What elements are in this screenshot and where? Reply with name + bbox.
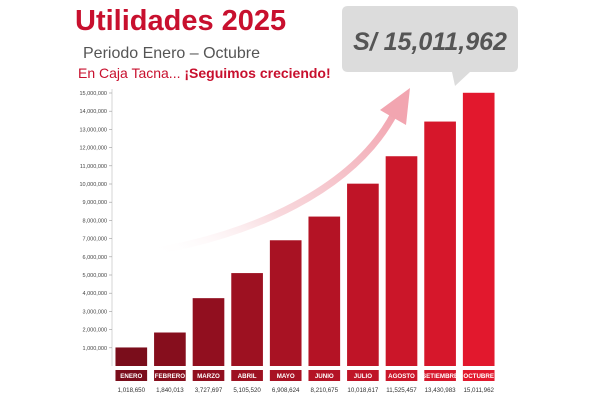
category-label-box <box>115 370 148 381</box>
value-label: 3,727,697 <box>195 387 223 394</box>
value-label: 1,840,013 <box>156 387 184 394</box>
callout-bubble <box>342 6 518 86</box>
value-label: 10,018,617 <box>347 387 379 394</box>
value-label: 1,018,650 <box>118 387 146 394</box>
y-tick-label: 3,000,000 <box>83 309 107 315</box>
y-axis: 1,000,000 2,000,000 3,000,000 4,000,000 5,00… <box>79 89 113 366</box>
value-label: 11,525,457 <box>386 387 417 394</box>
bar-marzo <box>192 298 225 366</box>
chart-subtitle: Periodo Enero – Octubre <box>83 45 260 62</box>
category-label: ENERO <box>120 373 142 380</box>
category-label: JUNIO <box>315 373 334 380</box>
y-tick-label: 2,000,000 <box>83 328 107 334</box>
value-label: 13,430,983 <box>425 387 457 394</box>
category-label: ABRIL <box>238 373 257 380</box>
category-label: AGOSTO <box>388 373 415 380</box>
callout-total: S/ 15,011,962 <box>353 28 507 56</box>
category-label-box <box>154 370 186 381</box>
y-tick-label: 4,000,000 <box>83 291 107 297</box>
category-label: JULIO <box>354 373 372 380</box>
bar-agosto <box>385 156 418 366</box>
y-tick-label: 14,000,000 <box>79 109 107 115</box>
category-label-box <box>385 370 418 381</box>
chart-title: Utilidades 2025 <box>75 5 286 37</box>
bar-junio <box>308 216 341 366</box>
y-tick-label: 15,000,000 <box>79 91 107 97</box>
value-label: 15,011,962 <box>463 387 494 394</box>
y-tick-label: 9,000,000 <box>83 200 107 206</box>
value-label: 8,210,675 <box>311 387 339 394</box>
y-tick-label: 6,000,000 <box>83 255 107 261</box>
category-label-box <box>462 370 495 381</box>
y-tick-label: 7,000,000 <box>83 237 107 243</box>
category-label-box <box>192 370 225 381</box>
bars <box>115 92 495 367</box>
y-tick-label: 10,000,000 <box>79 182 107 188</box>
category-label-box <box>347 370 379 381</box>
category-label-box <box>308 370 341 381</box>
y-tick-label: 12,000,000 <box>79 146 107 152</box>
growth-arrow-icon <box>146 88 410 256</box>
y-tick-label: 11,000,000 <box>80 164 107 170</box>
category-label: MAYO <box>277 373 295 380</box>
bar-abril <box>231 273 263 366</box>
value-labels: 1,018,650 1,840,013 3,727,697 5,105,520 6,90… <box>118 387 495 394</box>
y-tick-label: 8,000,000 <box>83 218 107 224</box>
category-label-box <box>269 370 302 381</box>
tagline-prefix: En Caja Tacna... <box>78 65 184 81</box>
bar-octubre <box>462 92 495 367</box>
value-label: 6,908,624 <box>272 387 300 394</box>
bar-julio <box>347 183 379 366</box>
total-callout: S/ 15,011,962 <box>342 6 518 86</box>
category-label: MARZO <box>197 373 220 380</box>
value-label: 5,105,520 <box>233 387 261 394</box>
bar-febrero <box>154 332 186 366</box>
category-label: SETIEMBRE <box>422 373 458 380</box>
category-label-box <box>424 370 456 381</box>
bar-setiembre <box>424 121 456 366</box>
x-axis: ENERO FEBRERO MARZO ABRIL MAYO JUNIO JULIO AGOS… <box>115 370 495 381</box>
y-tick-label: 1,000,000 <box>83 346 107 352</box>
y-tick-label: 13,000,000 <box>79 127 107 133</box>
tagline-highlight: ¡Seguimos creciendo! <box>184 65 330 81</box>
category-label: FEBRERO <box>155 373 185 380</box>
category-label: OCTUBRE <box>463 373 494 380</box>
bar-mayo <box>269 240 302 366</box>
bar-enero <box>115 347 148 366</box>
category-label-box <box>231 370 263 381</box>
y-tick-label: 5,000,000 <box>83 273 107 279</box>
chart-tagline: En Caja Tacna... ¡Seguimos creciendo! <box>78 65 331 81</box>
